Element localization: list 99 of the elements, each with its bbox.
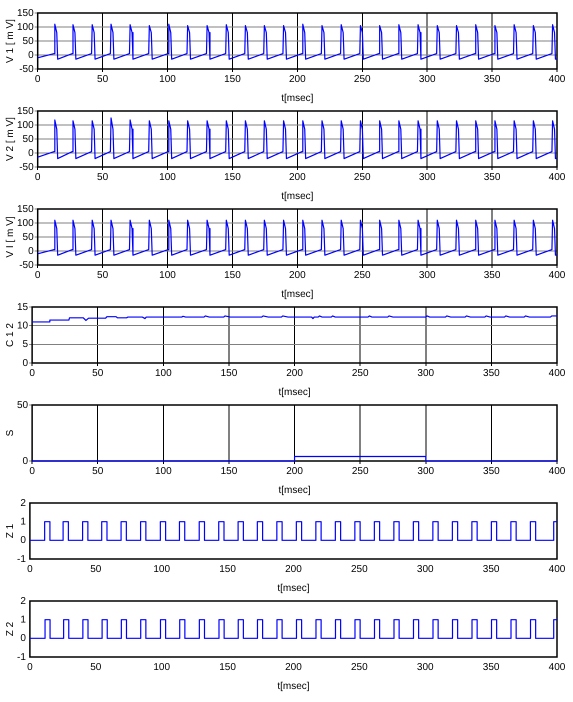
x-tick-label: 250: [354, 270, 372, 281]
y-tick-label: 5: [22, 339, 29, 350]
x-tick-label: 200: [289, 74, 306, 85]
y-tick-label: 50: [17, 400, 29, 411]
y-axis-title: S: [4, 429, 16, 436]
x-tick-label: 350: [483, 368, 500, 379]
x-axis-title: t[msec]: [278, 386, 311, 398]
y-tick-label: 15: [17, 302, 29, 313]
y-axis-title: V 2 [ m V]: [4, 116, 16, 161]
y-tick-label: 50: [22, 36, 34, 47]
x-tick-label: 250: [352, 368, 369, 379]
x-tick-label: 250: [350, 662, 368, 673]
x-tick-label: 50: [92, 368, 104, 379]
y-axis-title: C 1 2: [4, 322, 16, 347]
x-tick-label: 100: [153, 662, 170, 673]
x-tick-label: 350: [482, 564, 500, 575]
x-tick-label: 50: [97, 74, 109, 85]
y-tick-label: 2: [20, 498, 26, 509]
x-tick-label: 200: [285, 564, 302, 575]
x-tick-label: 250: [354, 74, 372, 85]
x-tick-label: 400: [548, 564, 566, 575]
x-axis-title: t[msec]: [277, 680, 310, 692]
y-tick-label: 150: [16, 106, 34, 117]
x-tick-label: 300: [416, 564, 434, 575]
y-axis-title: Z 2: [4, 621, 16, 636]
x-tick-label: 250: [354, 172, 372, 183]
y-tick-label: 0: [22, 456, 29, 467]
y-tick-label: -1: [16, 554, 26, 565]
y-tick-label: 100: [16, 22, 34, 33]
x-tick-label: 300: [418, 172, 436, 183]
x-tick-label: 300: [417, 368, 435, 379]
x-tick-label: 350: [484, 74, 501, 85]
x-tick-label: 300: [417, 466, 435, 477]
x-tick-label: 200: [286, 368, 304, 379]
x-axis-title: t[msec]: [281, 190, 314, 202]
x-tick-label: 150: [224, 74, 242, 85]
y-axis-title: V 1 [ m V]: [4, 18, 16, 63]
x-axis-title: t[msec]: [281, 92, 314, 104]
x-tick-label: 200: [289, 270, 306, 281]
x-tick-label: 350: [482, 662, 500, 673]
x-axis-title: t[msec]: [278, 484, 311, 496]
y-tick-label: -50: [19, 64, 34, 75]
y-tick-label: 50: [22, 232, 34, 243]
x-tick-label: 100: [155, 466, 172, 477]
x-tick-label: 400: [548, 74, 566, 85]
x-tick-label: 350: [484, 172, 501, 183]
x-axis-title: t[msec]: [277, 582, 310, 594]
y-tick-label: 0: [28, 50, 34, 61]
y-tick-label: 100: [16, 120, 34, 131]
x-tick-label: 150: [224, 270, 242, 281]
x-tick-label: 400: [548, 368, 566, 379]
y-tick-label: 50: [22, 134, 34, 145]
x-tick-label: 50: [90, 564, 102, 575]
x-tick-label: 400: [548, 172, 566, 183]
y-tick-label: 100: [16, 218, 34, 229]
y-tick-label: 150: [16, 204, 34, 215]
y-tick-label: -50: [19, 162, 34, 173]
x-axis-title: t[msec]: [281, 288, 314, 300]
y-tick-label: 0: [20, 633, 26, 644]
x-tick-label: 150: [220, 466, 238, 477]
y-tick-label: 0: [28, 148, 34, 159]
y-tick-label: 2: [20, 596, 26, 607]
x-tick-label: 200: [289, 172, 306, 183]
x-tick-label: 200: [286, 466, 304, 477]
x-tick-label: 100: [159, 74, 176, 85]
x-tick-label: 300: [418, 74, 436, 85]
y-tick-label: 0: [28, 246, 34, 257]
x-tick-label: 150: [219, 564, 236, 575]
x-tick-label: 150: [220, 368, 238, 379]
y-tick-label: -50: [19, 260, 34, 271]
x-tick-label: 100: [159, 172, 176, 183]
x-tick-label: 150: [219, 662, 236, 673]
x-tick-label: 150: [224, 172, 242, 183]
y-tick-label: 10: [17, 320, 29, 332]
x-tick-label: 300: [416, 662, 434, 673]
x-tick-label: 50: [97, 172, 109, 183]
x-tick-label: 50: [90, 662, 102, 673]
x-tick-label: 50: [97, 270, 109, 281]
x-tick-label: 100: [159, 270, 176, 281]
y-tick-label: 1: [20, 614, 26, 626]
x-tick-label: 400: [548, 466, 566, 477]
x-tick-label: 250: [352, 466, 369, 477]
x-tick-label: 400: [548, 270, 566, 281]
x-tick-label: 300: [418, 270, 436, 281]
y-tick-label: 150: [16, 8, 34, 19]
x-tick-label: 100: [155, 368, 172, 379]
y-tick-label: 0: [22, 358, 29, 369]
y-axis-title: V I [ m V]: [4, 216, 16, 258]
x-tick-label: 350: [483, 466, 500, 477]
x-tick-label: 200: [285, 662, 302, 673]
y-axis-title: Z 1: [4, 523, 16, 538]
x-tick-label: 350: [484, 270, 501, 281]
x-tick-label: 100: [153, 564, 170, 575]
y-tick-label: 0: [20, 535, 26, 546]
x-tick-label: 250: [350, 564, 368, 575]
y-tick-label: 1: [20, 516, 26, 528]
y-tick-label: -1: [16, 652, 26, 663]
x-tick-label: 400: [548, 662, 566, 673]
x-tick-label: 50: [92, 466, 104, 477]
